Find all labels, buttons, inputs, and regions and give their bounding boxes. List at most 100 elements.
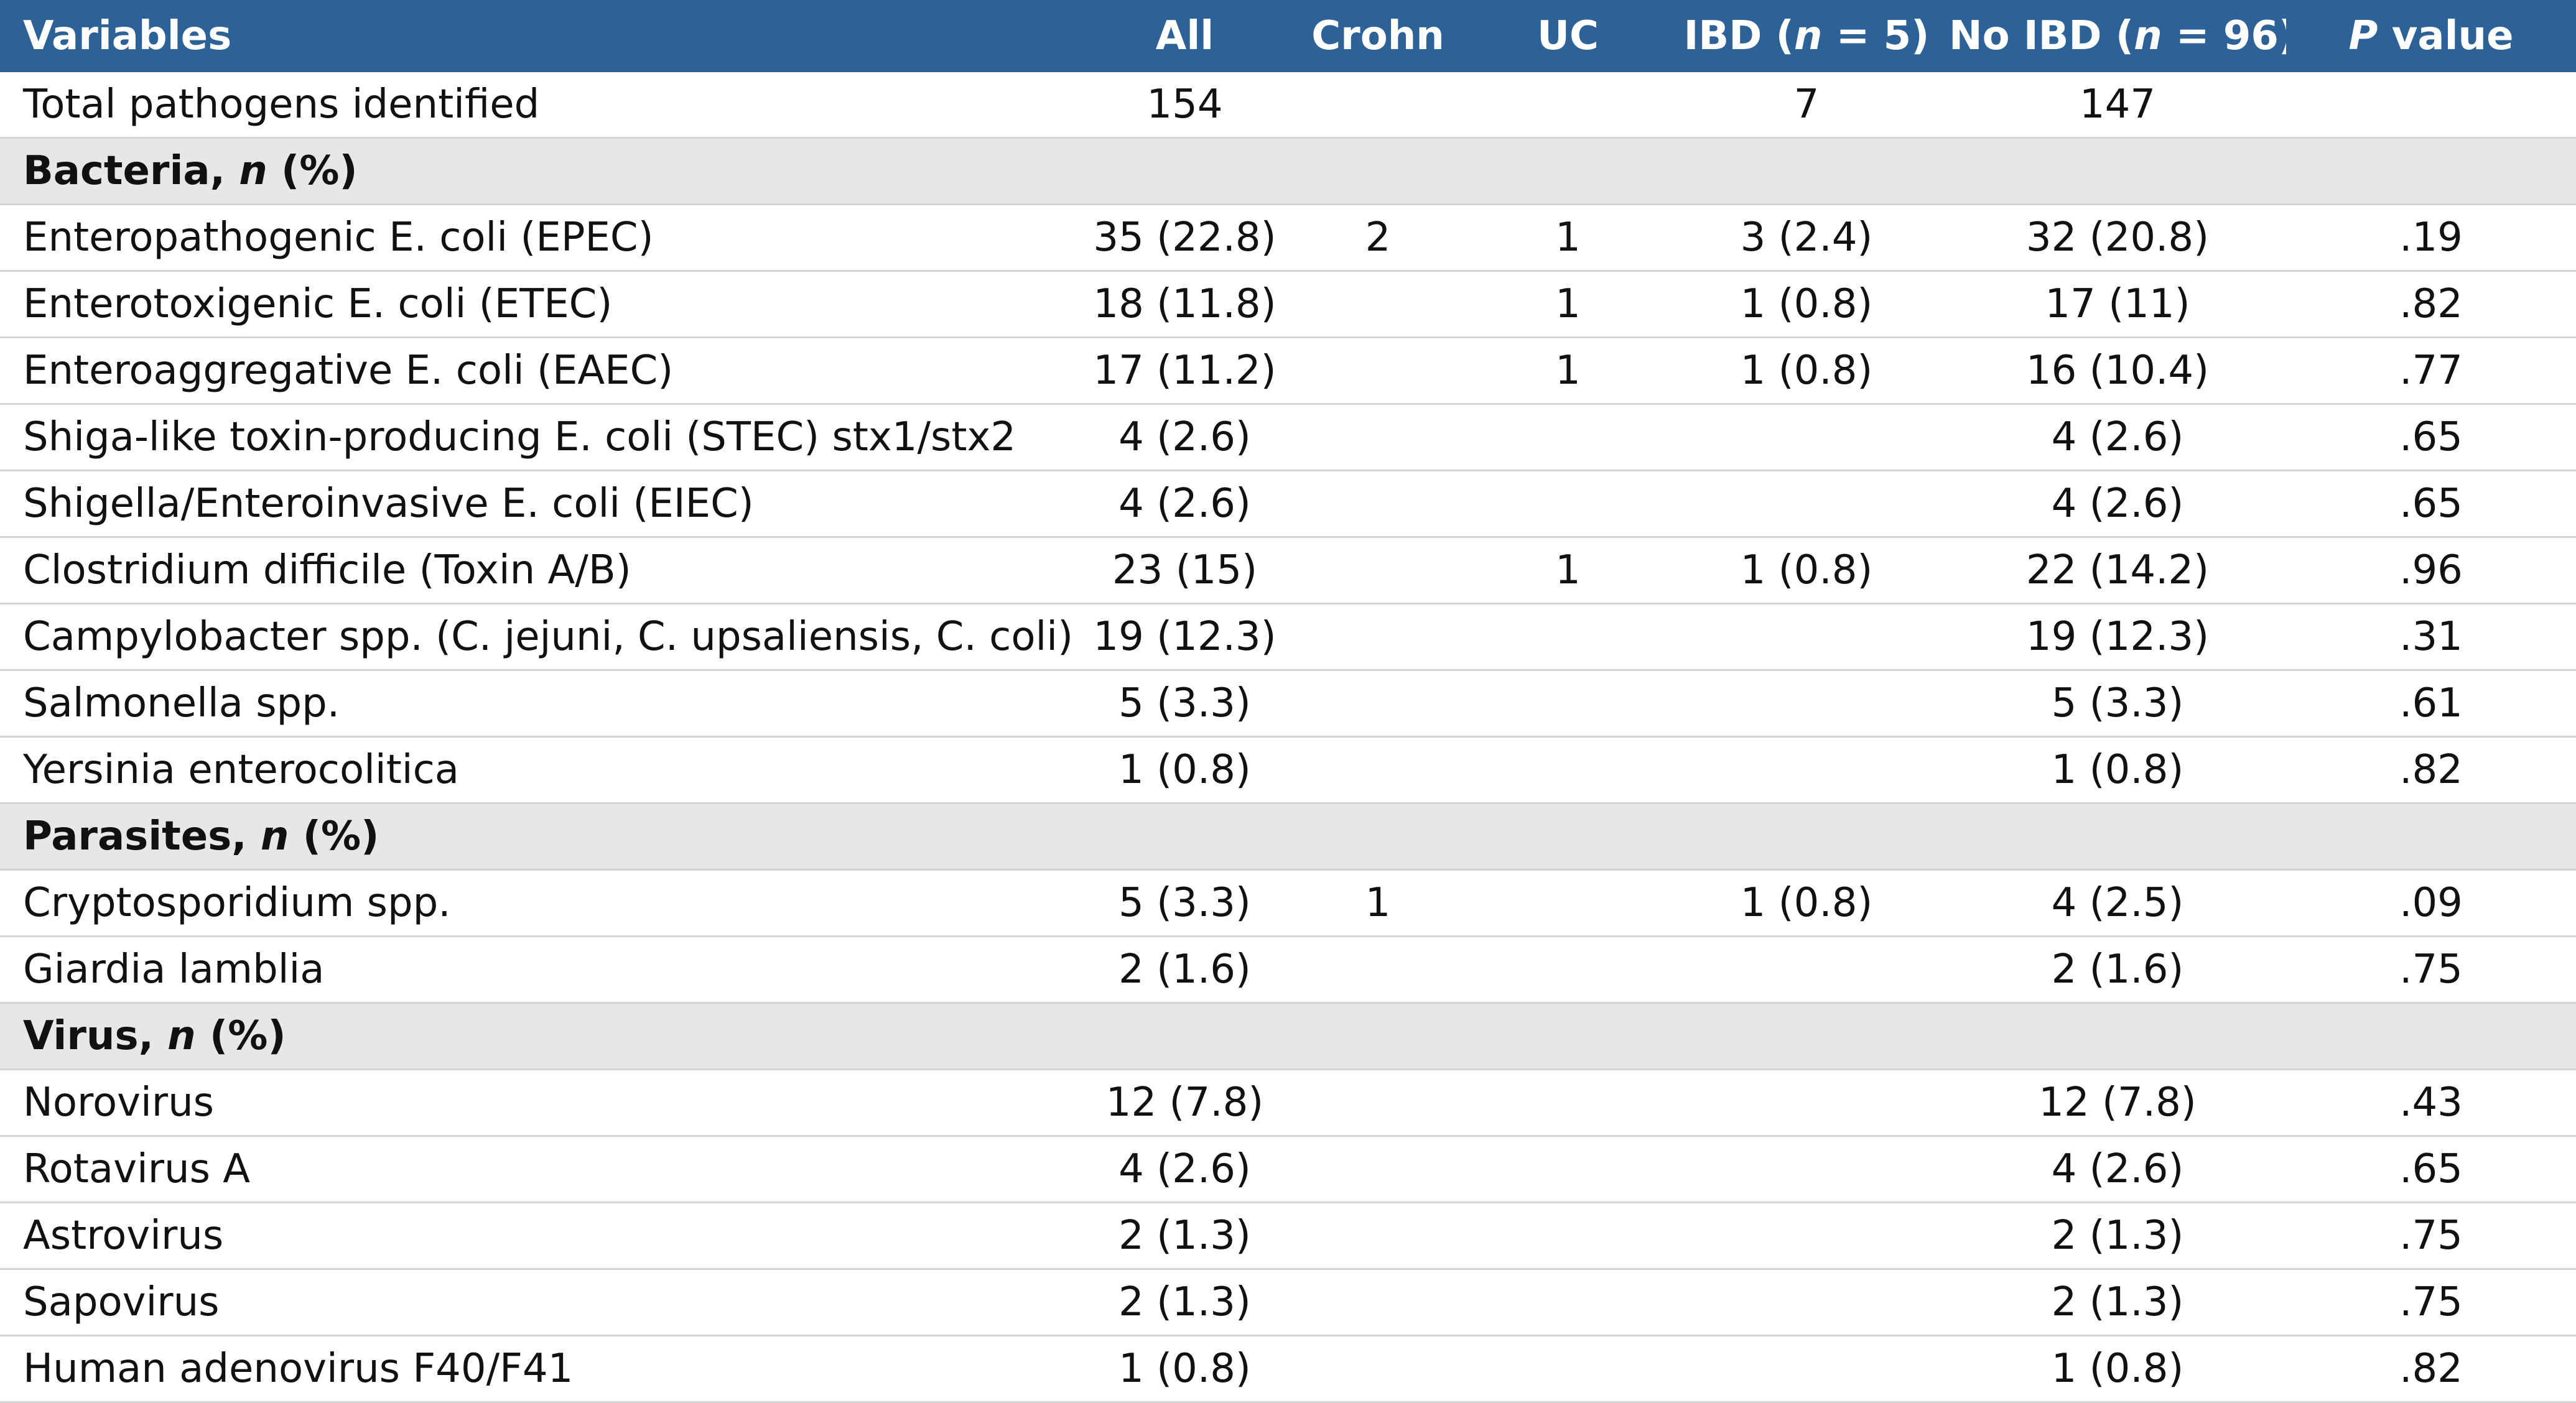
section-label: Virus, n (%) — [0, 1002, 2576, 1070]
cell — [1472, 869, 1664, 937]
cell — [1284, 670, 1472, 738]
cell — [1664, 1136, 1949, 1203]
text-segment: No IBD ( — [1949, 13, 2134, 59]
data-row: Shigella/Enteroinvasive E. coli (EIEC) 4 … — [0, 470, 2576, 538]
data-row: Astrovirus 2 (1.3) 2 (1.3) .75 — [0, 1202, 2576, 1270]
row-label: Total pathogens identified — [0, 72, 1086, 139]
column-header: P value — [2286, 0, 2576, 72]
table-body: Total pathogens identified 154 7 147 Bacteri… — [0, 72, 2576, 1403]
column-header: No IBD (n = 96) — [1949, 0, 2286, 72]
cell — [1284, 936, 1472, 1004]
section-label: Bacteria, n (%) — [0, 137, 2576, 205]
cell: 1 (0.8) — [1664, 537, 1949, 604]
data-row: Enteropathogenic E. coli (EPEC) 35 (22.8)… — [0, 204, 2576, 272]
cell: .65 — [2286, 1136, 2576, 1203]
cell: 2 — [1284, 204, 1472, 272]
cell — [1664, 1069, 1949, 1137]
row-label: Shigella/Enteroinvasive E. coli (EIEC) — [0, 470, 1086, 538]
cell: 7 — [1664, 72, 1949, 139]
text-segment: n — [260, 813, 289, 859]
cell — [1472, 1136, 1664, 1203]
cell: 1 (0.8) — [1949, 1335, 2286, 1403]
cell — [1284, 470, 1472, 538]
cell: 1 (0.8) — [1664, 337, 1949, 405]
cell: 4 (2.6) — [1949, 470, 2286, 538]
cell — [1284, 404, 1472, 471]
cell: 1 — [1472, 271, 1664, 338]
cell: 2 (1.3) — [1086, 1269, 1284, 1336]
text-segment: (%) — [289, 813, 379, 859]
row-label: Yersinia enterocolitica — [0, 736, 1086, 804]
cell: 1 (0.8) — [1664, 271, 1949, 338]
cell — [1664, 736, 1949, 804]
cell — [1472, 72, 1664, 139]
cell: 1 — [1472, 337, 1664, 405]
cell: .31 — [2286, 603, 2576, 671]
cell — [1284, 1202, 1472, 1270]
cell: 2 (1.6) — [1949, 936, 2286, 1004]
cell — [1664, 603, 1949, 671]
cell — [1472, 736, 1664, 804]
row-label: Cryptosporidium spp. — [0, 869, 1086, 937]
cell — [1284, 337, 1472, 405]
row-label: Astrovirus — [0, 1202, 1086, 1270]
cell — [1664, 1335, 1949, 1403]
cell: .43 — [2286, 1069, 2576, 1137]
text-segment: UC — [1537, 13, 1599, 59]
data-row: Giardia lamblia 2 (1.6) 2 (1.6) .75 — [0, 936, 2576, 1004]
row-label: Norovirus — [0, 1069, 1086, 1137]
cell: 12 (7.8) — [1949, 1069, 2286, 1137]
section-row: Virus, n (%) — [0, 1002, 2576, 1070]
cell — [1664, 1269, 1949, 1336]
cell — [1664, 1202, 1949, 1270]
column-header: All — [1086, 0, 1284, 72]
cell: 16 (10.4) — [1949, 337, 2286, 405]
cell — [1472, 404, 1664, 471]
cell — [1472, 470, 1664, 538]
header-row: Variables All Crohn UC IBD (n = 5) No IBD (n … — [0, 0, 2576, 72]
text-segment: (%) — [267, 148, 358, 194]
data-row: Yersinia enterocolitica 1 (0.8) 1 (0.8) .82 — [0, 736, 2576, 804]
cell: 35 (22.8) — [1086, 204, 1284, 272]
data-row: Campylobacter spp. (C. jejuni, C. upsali… — [0, 603, 2576, 671]
cell: .82 — [2286, 271, 2576, 338]
data-row: Sapovirus 2 (1.3) 2 (1.3) .75 — [0, 1269, 2576, 1336]
text-segment: = 5) — [1822, 13, 1930, 59]
cell: 2 (1.6) — [1086, 936, 1284, 1004]
section-label: Parasites, n (%) — [0, 803, 2576, 871]
cell: 5 (3.3) — [1949, 670, 2286, 738]
cell — [1472, 670, 1664, 738]
cell — [1284, 603, 1472, 671]
cell: 2 (1.3) — [1949, 1269, 2286, 1336]
cell: .82 — [2286, 1335, 2576, 1403]
cell — [1284, 271, 1472, 338]
text-segment: n — [2134, 13, 2162, 59]
text-segment: P — [2348, 13, 2378, 59]
text-segment: Crohn — [1311, 13, 1444, 59]
row-label: Campylobacter spp. (C. jejuni, C. upsali… — [0, 603, 1086, 671]
cell — [1284, 1136, 1472, 1203]
cell — [1284, 72, 1472, 139]
section-row: Bacteria, n (%) — [0, 137, 2576, 205]
cell — [1284, 1269, 1472, 1336]
cell: .75 — [2286, 1202, 2576, 1270]
cell: 19 (12.3) — [1949, 603, 2286, 671]
cell — [1284, 736, 1472, 804]
cell — [1284, 1069, 1472, 1137]
cell: .65 — [2286, 404, 2576, 471]
cell: 19 (12.3) — [1086, 603, 1284, 671]
cell: 4 (2.6) — [1086, 1136, 1284, 1203]
cell: 4 (2.6) — [1949, 1136, 2286, 1203]
column-header: Variables — [0, 0, 1086, 72]
cell: 12 (7.8) — [1086, 1069, 1284, 1137]
row-label: Clostridium difficile (Toxin A/B) — [0, 537, 1086, 604]
cell: 5 (3.3) — [1086, 869, 1284, 937]
cell: 2 (1.3) — [1086, 1202, 1284, 1270]
cell: .96 — [2286, 537, 2576, 604]
cell: 2 (1.3) — [1949, 1202, 2286, 1270]
cell: .09 — [2286, 869, 2576, 937]
cell — [1284, 537, 1472, 604]
